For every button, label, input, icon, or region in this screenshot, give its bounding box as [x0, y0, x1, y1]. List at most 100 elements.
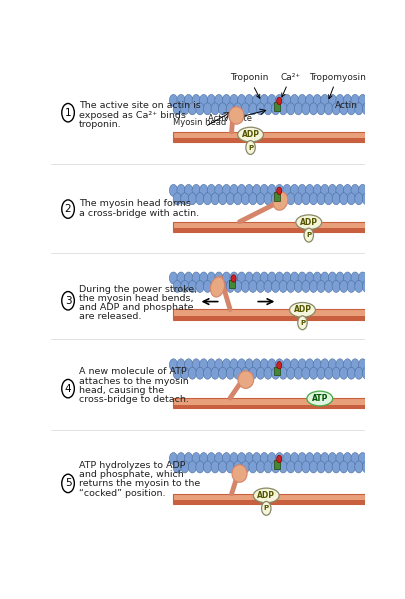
- Circle shape: [252, 95, 260, 107]
- Text: 4: 4: [64, 383, 71, 394]
- Circle shape: [199, 272, 207, 284]
- Circle shape: [312, 184, 320, 196]
- Circle shape: [282, 95, 290, 107]
- Circle shape: [305, 95, 313, 107]
- Circle shape: [361, 367, 370, 379]
- Text: 2: 2: [64, 204, 71, 214]
- Circle shape: [301, 103, 309, 115]
- Circle shape: [177, 272, 185, 284]
- Circle shape: [260, 95, 268, 107]
- Circle shape: [316, 193, 324, 205]
- Circle shape: [278, 103, 287, 115]
- Text: “cocked” position.: “cocked” position.: [79, 489, 165, 498]
- Circle shape: [173, 193, 181, 205]
- Circle shape: [222, 272, 230, 284]
- Text: troponin.: troponin.: [79, 120, 122, 129]
- Circle shape: [214, 95, 222, 107]
- Text: a cross-bridge with actin.: a cross-bridge with actin.: [79, 208, 199, 217]
- Text: the myosin head bends,: the myosin head bends,: [79, 294, 193, 303]
- Circle shape: [192, 359, 200, 371]
- Circle shape: [211, 193, 219, 205]
- Circle shape: [350, 359, 358, 371]
- Circle shape: [331, 193, 339, 205]
- Circle shape: [354, 280, 362, 292]
- Text: are released.: are released.: [79, 312, 141, 321]
- Circle shape: [297, 272, 305, 284]
- Circle shape: [275, 95, 283, 107]
- Text: Tropomyosin: Tropomyosin: [308, 72, 365, 99]
- Bar: [173, 310, 364, 316]
- Circle shape: [173, 367, 181, 379]
- Circle shape: [260, 184, 268, 196]
- Text: and ADP and phosphate: and ADP and phosphate: [79, 303, 193, 312]
- Circle shape: [169, 359, 177, 371]
- Circle shape: [222, 359, 230, 371]
- Circle shape: [361, 103, 370, 115]
- Circle shape: [320, 272, 328, 284]
- Circle shape: [305, 272, 313, 284]
- Circle shape: [278, 280, 287, 292]
- Circle shape: [320, 359, 328, 371]
- Circle shape: [282, 272, 290, 284]
- Circle shape: [324, 367, 332, 379]
- Circle shape: [320, 452, 328, 465]
- Text: returns the myosin to the: returns the myosin to the: [79, 479, 200, 488]
- Circle shape: [199, 452, 207, 465]
- Circle shape: [248, 193, 256, 205]
- Circle shape: [237, 272, 245, 284]
- Text: A new molecule of ATP: A new molecule of ATP: [79, 367, 186, 376]
- Circle shape: [222, 95, 230, 107]
- Circle shape: [316, 461, 324, 473]
- Circle shape: [312, 359, 320, 371]
- Ellipse shape: [295, 215, 321, 229]
- Circle shape: [207, 184, 215, 196]
- Circle shape: [62, 292, 74, 310]
- Circle shape: [184, 95, 192, 107]
- Circle shape: [275, 452, 283, 465]
- Circle shape: [286, 280, 294, 292]
- Circle shape: [241, 367, 249, 379]
- Circle shape: [199, 359, 207, 371]
- Circle shape: [294, 103, 302, 115]
- Bar: [173, 310, 364, 319]
- Circle shape: [192, 184, 200, 196]
- Circle shape: [226, 461, 234, 473]
- Circle shape: [256, 367, 264, 379]
- Text: Troponin: Troponin: [230, 74, 268, 98]
- Ellipse shape: [289, 302, 315, 317]
- Circle shape: [180, 367, 188, 379]
- Bar: [274, 461, 279, 468]
- Circle shape: [180, 280, 188, 292]
- Circle shape: [350, 272, 358, 284]
- Circle shape: [282, 452, 290, 465]
- Circle shape: [173, 461, 181, 473]
- Circle shape: [169, 184, 177, 196]
- Circle shape: [62, 200, 74, 218]
- Circle shape: [290, 272, 298, 284]
- Circle shape: [173, 280, 181, 292]
- Circle shape: [203, 103, 211, 115]
- Circle shape: [275, 359, 283, 371]
- Circle shape: [297, 452, 305, 465]
- Circle shape: [294, 367, 302, 379]
- Circle shape: [339, 461, 347, 473]
- Circle shape: [188, 461, 196, 473]
- Circle shape: [343, 452, 351, 465]
- Circle shape: [309, 367, 317, 379]
- Ellipse shape: [237, 371, 253, 388]
- Circle shape: [324, 280, 332, 292]
- Bar: [173, 500, 364, 504]
- Circle shape: [331, 103, 339, 115]
- Text: During the power stroke,: During the power stroke,: [79, 285, 197, 294]
- Circle shape: [214, 184, 222, 196]
- Circle shape: [303, 228, 313, 242]
- Bar: [173, 398, 364, 408]
- Bar: [173, 494, 364, 504]
- Circle shape: [229, 95, 237, 107]
- Circle shape: [316, 280, 324, 292]
- Circle shape: [214, 272, 222, 284]
- Circle shape: [229, 272, 237, 284]
- Circle shape: [350, 452, 358, 465]
- Circle shape: [188, 103, 196, 115]
- Circle shape: [271, 280, 279, 292]
